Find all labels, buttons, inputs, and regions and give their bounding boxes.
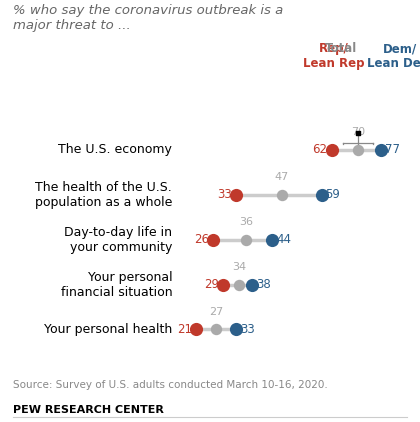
Text: Total: Total bbox=[325, 42, 357, 55]
Point bbox=[213, 326, 219, 333]
Text: 26: 26 bbox=[194, 233, 209, 246]
Point bbox=[236, 281, 242, 288]
Point bbox=[219, 281, 226, 288]
Text: Day-to-day life in
your community: Day-to-day life in your community bbox=[64, 225, 172, 254]
Point bbox=[193, 326, 199, 333]
Point bbox=[318, 191, 325, 198]
Point bbox=[209, 236, 216, 243]
Text: % who say the coronavirus outbreak is a
major threat to ...: % who say the coronavirus outbreak is a … bbox=[13, 4, 283, 32]
Point bbox=[378, 146, 384, 153]
Text: 33: 33 bbox=[240, 323, 255, 336]
Point bbox=[278, 191, 285, 198]
Text: 21: 21 bbox=[177, 323, 192, 336]
Point bbox=[242, 236, 249, 243]
Point bbox=[232, 326, 239, 333]
Text: 77: 77 bbox=[385, 143, 400, 156]
Text: 29: 29 bbox=[204, 278, 219, 291]
Text: 34: 34 bbox=[232, 262, 246, 272]
Text: 47: 47 bbox=[275, 172, 289, 182]
Point bbox=[354, 129, 361, 136]
Text: Dem/
Lean Dem: Dem/ Lean Dem bbox=[367, 42, 420, 70]
Text: 62: 62 bbox=[312, 143, 328, 156]
Text: 59: 59 bbox=[326, 188, 341, 201]
Text: PEW RESEARCH CENTER: PEW RESEARCH CENTER bbox=[13, 405, 163, 415]
Text: 27: 27 bbox=[209, 307, 223, 317]
Text: Your personal
financial situation: Your personal financial situation bbox=[60, 271, 172, 298]
Point bbox=[249, 281, 256, 288]
Text: 70: 70 bbox=[351, 127, 365, 137]
Text: 44: 44 bbox=[276, 233, 291, 246]
Point bbox=[232, 191, 239, 198]
Text: The U.S. economy: The U.S. economy bbox=[58, 143, 172, 156]
Text: 38: 38 bbox=[256, 278, 271, 291]
Text: Rep/
Lean Rep: Rep/ Lean Rep bbox=[302, 42, 364, 70]
Point bbox=[269, 236, 276, 243]
Text: The health of the U.S.
population as a whole: The health of the U.S. population as a w… bbox=[35, 181, 172, 208]
Text: 36: 36 bbox=[239, 217, 253, 227]
Point bbox=[328, 146, 335, 153]
Text: Source: Survey of U.S. adults conducted March 10-16, 2020.: Source: Survey of U.S. adults conducted … bbox=[13, 380, 327, 390]
Text: Your personal health: Your personal health bbox=[44, 323, 172, 336]
Point bbox=[354, 146, 361, 153]
Text: 33: 33 bbox=[217, 188, 232, 201]
